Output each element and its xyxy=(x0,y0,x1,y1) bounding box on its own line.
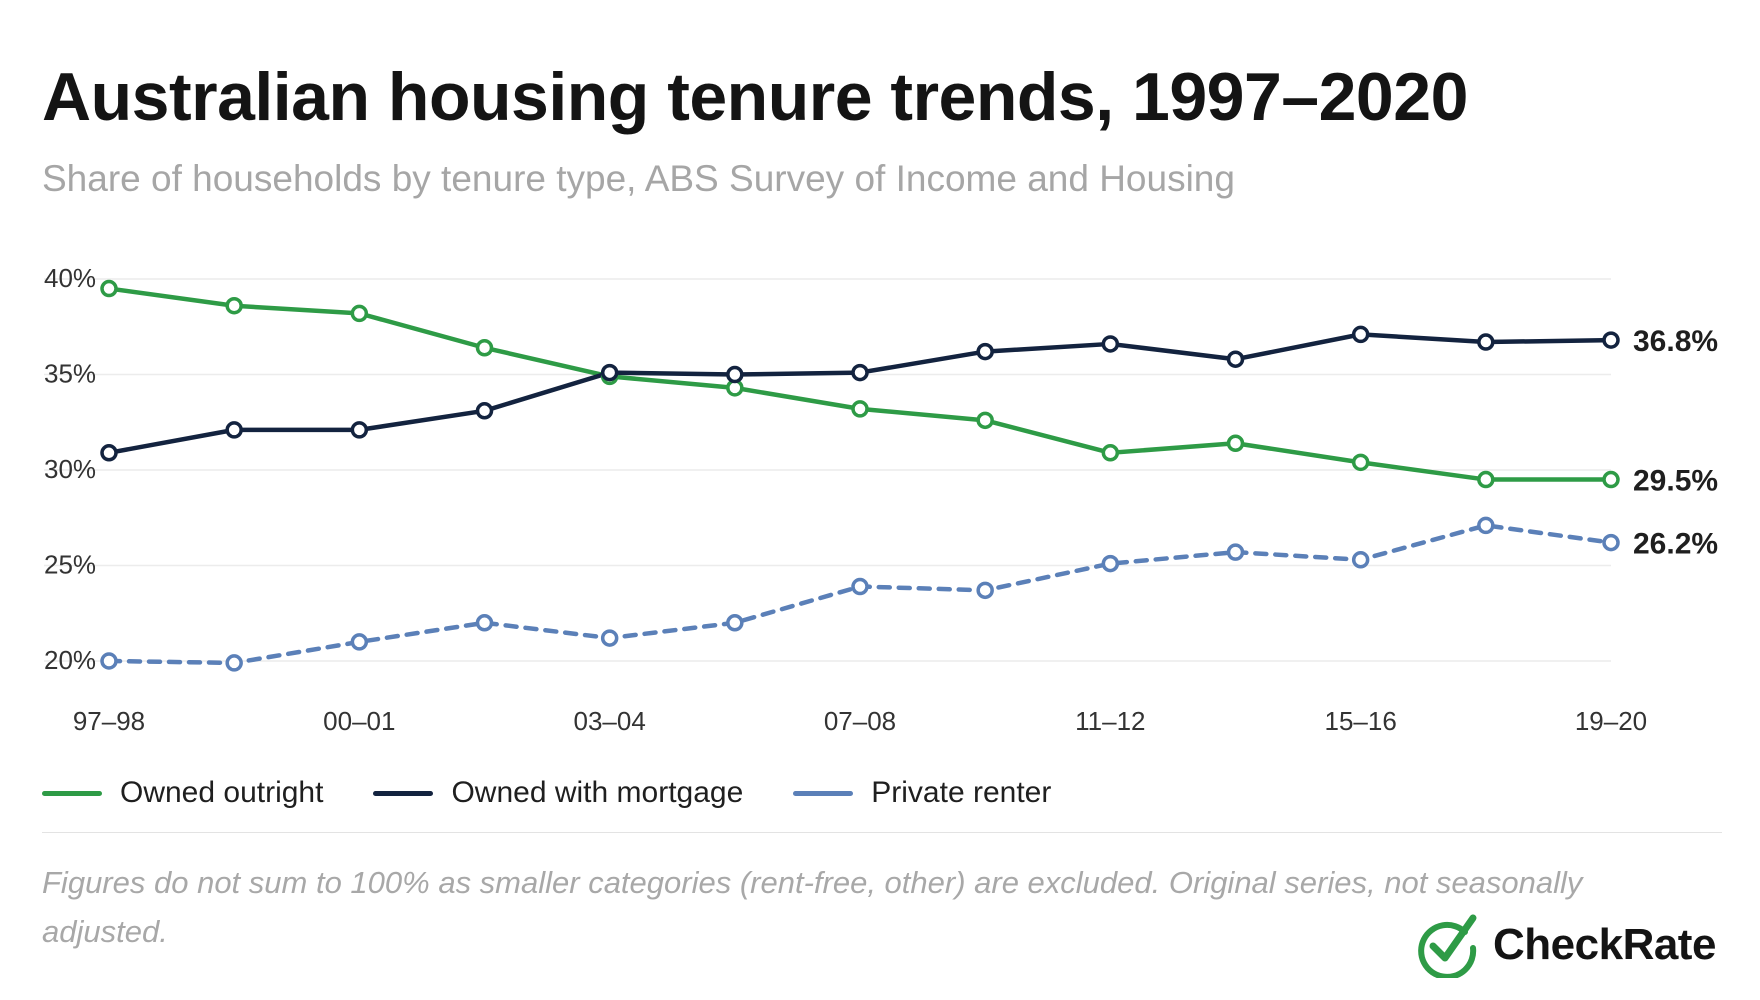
legend-item-private-renter: Private renter xyxy=(793,776,1051,810)
data-point-owned-outright xyxy=(976,411,994,430)
legend-label-owned-outright: Owned outright xyxy=(120,776,324,809)
line-chart: 20% 25% 30% 35% 40% 97–98 00–01 03–04 07–08 11–1… xyxy=(44,263,1718,736)
data-point-private-renter xyxy=(1351,551,1370,569)
series-points xyxy=(100,279,1620,672)
legend-swatch-owned-outright xyxy=(42,790,102,796)
checkmark-circle-icon xyxy=(1418,914,1477,978)
data-point-private-renter xyxy=(475,614,494,632)
y-tick-label: 30% xyxy=(44,454,96,484)
data-point-private-renter xyxy=(1226,543,1245,561)
data-point-private-renter xyxy=(1101,554,1120,573)
x-axis-tick-labels: 97–98 00–01 03–04 07–08 11–12 15–16 19–20 xyxy=(73,706,1647,736)
data-point-owned-outright xyxy=(100,279,118,298)
x-tick-label: 97–98 xyxy=(73,706,145,736)
data-point-owned-outright xyxy=(1351,453,1370,472)
end-label-owned-with-mortgage: 36.8% xyxy=(1633,325,1718,358)
legend-label-private-renter: Private renter xyxy=(871,776,1052,809)
data-point-private-renter xyxy=(600,629,619,647)
data-point-owned-with-mortgage xyxy=(976,342,994,361)
data-point-private-renter xyxy=(851,577,869,596)
y-tick-label: 35% xyxy=(44,359,96,389)
data-point-owned-outright xyxy=(851,400,869,418)
series-line-owned-outright xyxy=(106,286,1614,482)
data-point-owned-outright xyxy=(350,304,369,323)
y-tick-label: 25% xyxy=(44,550,96,580)
data-point-private-renter xyxy=(1477,516,1495,535)
x-tick-label: 11–12 xyxy=(1075,706,1145,736)
data-point-owned-with-mortgage xyxy=(1101,335,1120,353)
x-tick-label: 00–01 xyxy=(323,706,395,736)
data-point-owned-with-mortgage xyxy=(1226,350,1245,368)
brand-name: CheckRate xyxy=(1493,920,1716,969)
data-point-owned-outright xyxy=(1101,444,1120,462)
footnote: Figures do not sum to 100% as smaller ca… xyxy=(42,865,1583,949)
data-point-owned-outright xyxy=(225,296,243,315)
data-point-owned-with-mortgage xyxy=(1602,331,1620,349)
data-point-owned-with-mortgage xyxy=(100,444,118,462)
footer-divider xyxy=(42,832,1722,833)
legend: Owned outright Owned with mortgage Priva… xyxy=(42,776,1101,810)
x-tick-label: 19–20 xyxy=(1575,706,1647,736)
brand-logo: CheckRate xyxy=(1415,912,1716,978)
chart-title: Australian housing tenure trends, 1997–2… xyxy=(42,59,1468,135)
x-tick-label: 07–08 xyxy=(824,706,896,736)
data-point-private-renter xyxy=(100,652,118,670)
data-point-owned-outright xyxy=(475,339,494,357)
data-point-owned-with-mortgage xyxy=(851,363,869,382)
y-axis-tick-labels: 20% 25% 30% 35% 40% xyxy=(44,263,96,675)
data-point-private-renter xyxy=(976,581,994,600)
data-point-owned-with-mortgage xyxy=(600,363,619,382)
x-tick-label: 15–16 xyxy=(1325,706,1397,736)
data-point-owned-outright xyxy=(1602,470,1620,489)
data-point-private-renter xyxy=(350,633,369,651)
data-point-owned-with-mortgage xyxy=(726,365,744,384)
chart-subtitle: Share of households by tenure type, ABS … xyxy=(42,158,1235,199)
legend-item-owned-outright: Owned outright xyxy=(42,776,323,810)
legend-label-owned-with-mortgage: Owned with mortgage xyxy=(451,776,744,809)
data-point-private-renter xyxy=(225,654,243,672)
legend-swatch-private-renter xyxy=(793,790,854,796)
data-point-owned-outright xyxy=(1477,470,1495,489)
end-label-private-renter: 26.2% xyxy=(1633,528,1718,561)
end-value-labels: 26.2% 29.5% 36.8% xyxy=(1633,325,1718,560)
data-point-owned-with-mortgage xyxy=(350,421,369,439)
data-point-private-renter xyxy=(1602,533,1620,552)
data-point-owned-with-mortgage xyxy=(1351,325,1370,344)
data-point-owned-with-mortgage xyxy=(1477,333,1495,351)
legend-swatch-owned-with-mortgage xyxy=(373,790,434,796)
gridlines xyxy=(44,278,1611,662)
y-tick-label: 20% xyxy=(44,645,96,675)
data-point-owned-outright xyxy=(1226,434,1245,453)
x-tick-label: 03–04 xyxy=(574,706,646,736)
series-lines xyxy=(106,286,1614,666)
y-tick-label: 40% xyxy=(44,263,96,293)
data-point-private-renter xyxy=(726,614,744,632)
legend-item-owned-with-mortgage: Owned with mortgage xyxy=(373,776,743,810)
data-point-owned-with-mortgage xyxy=(225,421,243,439)
data-point-owned-with-mortgage xyxy=(475,402,494,420)
end-label-owned-outright: 29.5% xyxy=(1633,465,1718,498)
series-line-owned-with-mortgage xyxy=(106,332,1614,456)
